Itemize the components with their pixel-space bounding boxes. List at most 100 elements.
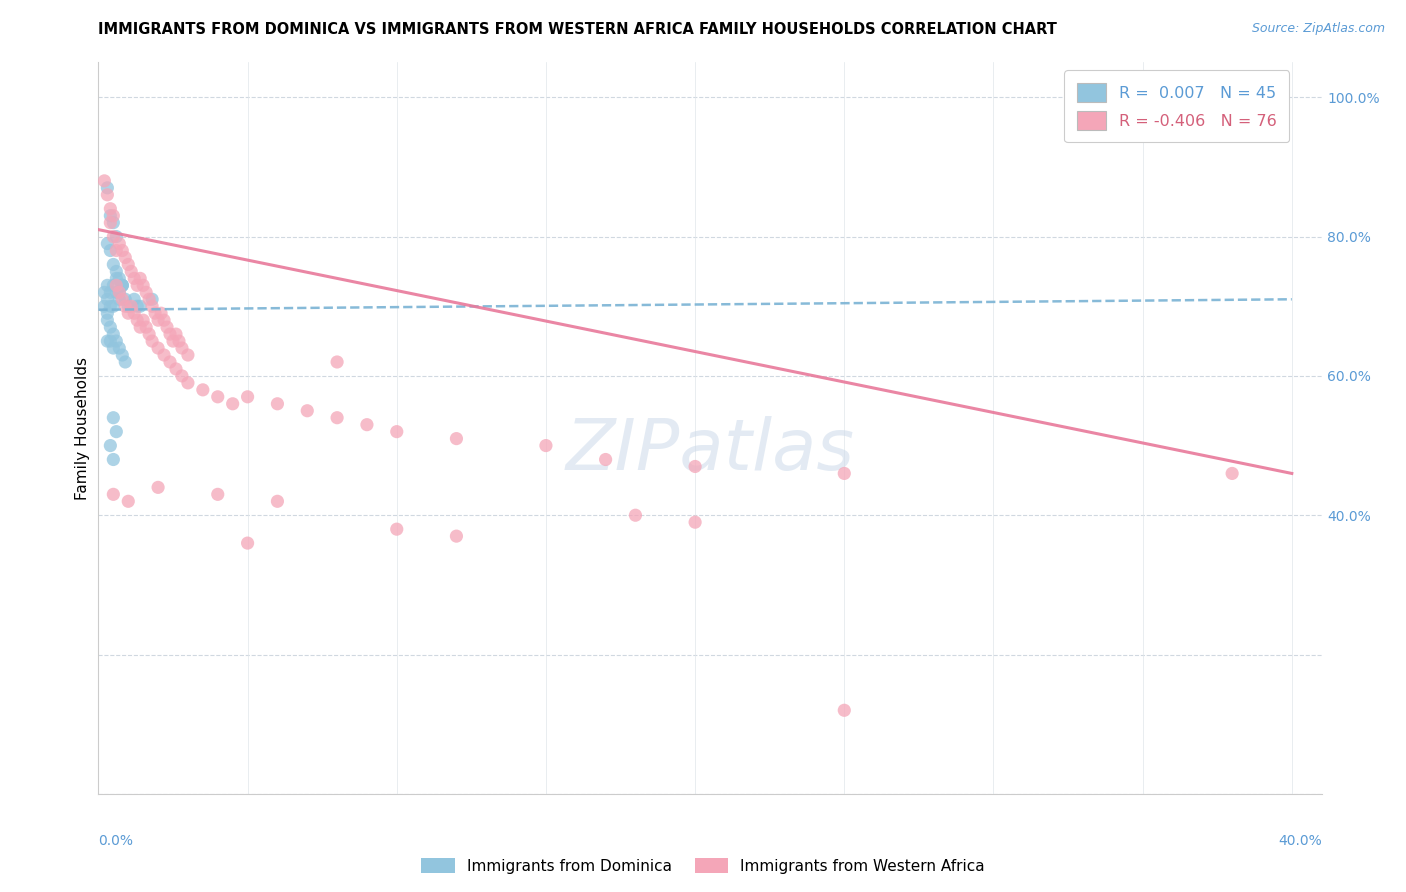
Point bbox=[135, 320, 157, 334]
Point bbox=[120, 299, 142, 313]
Point bbox=[326, 410, 349, 425]
Point bbox=[221, 397, 243, 411]
Point bbox=[141, 293, 163, 307]
Point bbox=[103, 209, 125, 223]
Point bbox=[129, 299, 152, 313]
Legend: Immigrants from Dominica, Immigrants from Western Africa: Immigrants from Dominica, Immigrants fro… bbox=[415, 852, 991, 880]
Point bbox=[108, 271, 131, 285]
Point bbox=[266, 397, 288, 411]
Point bbox=[105, 425, 128, 439]
Point bbox=[103, 216, 125, 230]
Y-axis label: Family Households: Family Households bbox=[75, 357, 90, 500]
Point bbox=[129, 320, 152, 334]
Point bbox=[108, 293, 131, 307]
Point bbox=[141, 334, 163, 348]
Point bbox=[356, 417, 378, 432]
Point bbox=[105, 264, 128, 278]
Point bbox=[103, 452, 125, 467]
Point bbox=[96, 334, 118, 348]
Point bbox=[105, 244, 128, 258]
Point bbox=[98, 299, 121, 313]
Point bbox=[129, 271, 152, 285]
Point bbox=[595, 452, 617, 467]
Point bbox=[153, 313, 176, 327]
Point bbox=[108, 236, 131, 251]
Point bbox=[138, 327, 160, 342]
Point bbox=[117, 306, 139, 320]
Point bbox=[117, 257, 139, 271]
Point bbox=[103, 278, 125, 293]
Point bbox=[266, 494, 288, 508]
Point bbox=[98, 285, 121, 300]
Point bbox=[534, 439, 557, 453]
Point bbox=[103, 327, 125, 342]
Point bbox=[146, 341, 169, 355]
Point bbox=[105, 334, 128, 348]
Point bbox=[98, 334, 121, 348]
Point bbox=[153, 348, 176, 362]
Point bbox=[446, 432, 468, 446]
Point bbox=[93, 285, 115, 300]
Point bbox=[103, 341, 125, 355]
Point bbox=[117, 299, 139, 313]
Point bbox=[135, 285, 157, 300]
Point bbox=[103, 229, 125, 244]
Point bbox=[624, 508, 647, 523]
Point bbox=[98, 209, 121, 223]
Point bbox=[108, 285, 131, 300]
Point bbox=[236, 536, 259, 550]
Point bbox=[683, 459, 706, 474]
Legend: R =  0.007   N = 45, R = -0.406   N = 76: R = 0.007 N = 45, R = -0.406 N = 76 bbox=[1064, 70, 1289, 143]
Point bbox=[105, 285, 128, 300]
Point bbox=[93, 299, 115, 313]
Point bbox=[117, 494, 139, 508]
Point bbox=[105, 278, 128, 293]
Point bbox=[103, 299, 125, 313]
Point bbox=[122, 306, 145, 320]
Point bbox=[385, 522, 408, 536]
Point bbox=[159, 327, 181, 342]
Point bbox=[96, 187, 118, 202]
Point bbox=[683, 515, 706, 529]
Point bbox=[111, 293, 134, 307]
Point bbox=[108, 341, 131, 355]
Point bbox=[167, 334, 190, 348]
Point bbox=[114, 293, 136, 307]
Point bbox=[98, 439, 121, 453]
Point bbox=[111, 244, 134, 258]
Point bbox=[832, 703, 855, 717]
Point bbox=[150, 306, 173, 320]
Point bbox=[159, 355, 181, 369]
Point bbox=[446, 529, 468, 543]
Point bbox=[105, 229, 128, 244]
Point bbox=[93, 174, 115, 188]
Point bbox=[132, 313, 155, 327]
Point bbox=[98, 320, 121, 334]
Point bbox=[385, 425, 408, 439]
Point bbox=[96, 313, 118, 327]
Point bbox=[96, 306, 118, 320]
Point bbox=[143, 306, 166, 320]
Point bbox=[122, 271, 145, 285]
Text: ZIPatlas: ZIPatlas bbox=[565, 416, 855, 484]
Point bbox=[96, 278, 118, 293]
Point bbox=[103, 487, 125, 501]
Point bbox=[170, 368, 193, 383]
Point bbox=[177, 348, 200, 362]
Point bbox=[122, 293, 145, 307]
Point bbox=[111, 278, 134, 293]
Text: IMMIGRANTS FROM DOMINICA VS IMMIGRANTS FROM WESTERN AFRICA FAMILY HOUSEHOLDS COR: IMMIGRANTS FROM DOMINICA VS IMMIGRANTS F… bbox=[98, 22, 1057, 37]
Point bbox=[132, 278, 155, 293]
Text: 40.0%: 40.0% bbox=[1278, 834, 1322, 848]
Point bbox=[120, 264, 142, 278]
Point bbox=[98, 216, 121, 230]
Text: 0.0%: 0.0% bbox=[98, 834, 134, 848]
Point bbox=[98, 202, 121, 216]
Point bbox=[207, 487, 229, 501]
Point bbox=[146, 313, 169, 327]
Point bbox=[146, 480, 169, 494]
Point bbox=[105, 271, 128, 285]
Point bbox=[162, 334, 184, 348]
Point bbox=[127, 299, 149, 313]
Point bbox=[103, 257, 125, 271]
